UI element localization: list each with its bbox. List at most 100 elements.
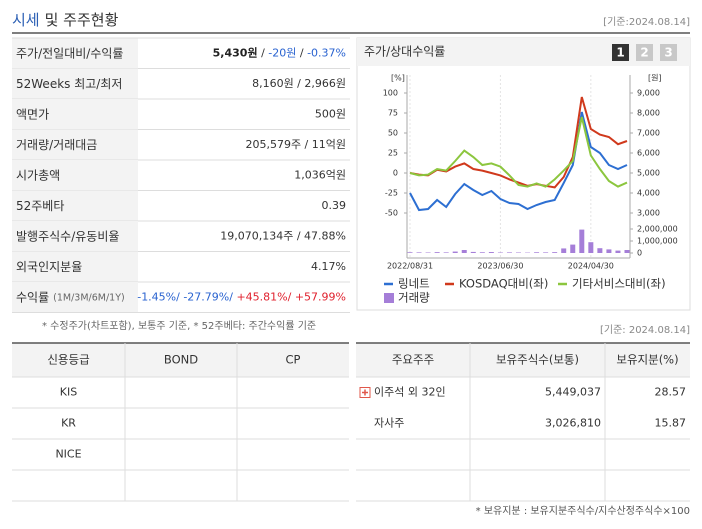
header-date: [기준:2024.08.14] — [603, 16, 690, 28]
y2-tick-label: 4,000 — [637, 189, 660, 198]
value-part: / — [296, 46, 307, 59]
credit-agency: KR — [61, 417, 76, 430]
tab-label[interactable]: 1 — [616, 46, 624, 60]
y3-tick-label: 0 — [637, 249, 642, 258]
volume-bar — [543, 252, 548, 253]
value-part: -0.37% — [307, 46, 346, 59]
volume-bar — [435, 252, 440, 253]
volume-bar — [625, 250, 630, 253]
tab-label[interactable]: 3 — [664, 46, 672, 60]
volume-bar — [570, 245, 575, 253]
legend-label: 링네트 — [398, 277, 430, 291]
row-value: 205,579주 / 11억원 — [245, 138, 346, 151]
column-header: 보유주식수(보통) — [496, 353, 579, 367]
volume-bar — [453, 252, 458, 253]
value-part: 500원 — [315, 107, 346, 120]
label-text: 52주베타 — [16, 198, 64, 212]
row-label: 52Weeks 최고/최저 — [16, 76, 122, 90]
label-text: 수익률 — [16, 290, 49, 304]
section-title: 시세 및 주주현황 — [12, 11, 119, 29]
row-label: 시가총액 — [16, 168, 60, 182]
holder-name: 자사주 — [374, 417, 404, 430]
volume-bar — [408, 252, 413, 253]
y3-tick-label: 2,000,000 — [637, 225, 678, 234]
table-note: * 보유지분 : 보유지분주식수/지수산정주식수×100 — [476, 505, 690, 517]
label-text: 주가/전일대비/수익률 — [16, 46, 123, 60]
row-label: 수익률 (1M/3M/6M/1Y) — [16, 290, 125, 304]
tab-label[interactable]: 2 — [640, 46, 648, 60]
column-header: 보유지분(%) — [616, 353, 678, 367]
volume-bar — [489, 252, 494, 253]
volume-bar — [561, 248, 566, 253]
label-text: 액면가 — [16, 107, 49, 121]
y-tick-label: 75 — [388, 109, 398, 118]
y-tick-label: 50 — [388, 129, 398, 138]
value-part: 205,579주 / 11억원 — [245, 138, 346, 151]
holder-ratio: 28.57 — [655, 386, 687, 399]
label-text: 발행주식수/유동비율 — [16, 228, 119, 243]
value-part: 19,070,134주 / 47.88% — [220, 229, 346, 242]
value-part: 5,430원 — [213, 45, 258, 59]
row-value: 0.39 — [322, 199, 347, 212]
volume-bar — [579, 230, 584, 253]
label-text: 시가총액 — [16, 168, 60, 182]
series-line — [410, 117, 627, 187]
value-part: +45.81%/ — [233, 290, 292, 303]
summary-note: * 수정주가(차트포함), 보통주 기준, * 52주베타: 주간수익률 기준 — [42, 320, 316, 332]
volume-bar — [471, 252, 476, 253]
row-label: 주가/전일대비/수익률 — [16, 46, 123, 60]
volume-bar — [597, 248, 602, 253]
y2-axis-label: [원] — [648, 74, 662, 83]
volume-bar — [507, 252, 512, 253]
y2-tick-label: 5,000 — [637, 169, 660, 178]
y3-tick-label: 1,000,000 — [637, 237, 678, 246]
legend-label: 거래량 — [398, 291, 430, 305]
column-header: CP — [286, 353, 301, 367]
label-text: 외국인지분율 — [16, 259, 82, 273]
value-part: 1,036억원 — [294, 168, 346, 181]
row-label: 액면가 — [16, 107, 49, 121]
volume-bar — [462, 250, 467, 253]
table-date: [기준: 2024.08.14] — [600, 324, 690, 336]
y-tick-label: -50 — [385, 209, 398, 218]
holder-name: 이주석 외 32인 — [374, 386, 446, 399]
column-header: BOND — [164, 353, 198, 367]
title-highlight: 시세 — [12, 11, 40, 29]
series-line — [410, 97, 627, 187]
x-tick-label: 2023/06/30 — [477, 262, 523, 271]
volume-bar — [552, 252, 557, 253]
y-tick-label: 25 — [388, 149, 398, 158]
row-label: 52주베타 — [16, 198, 64, 212]
title-rest: 및 주주현황 — [45, 11, 119, 29]
row-value: 1,036억원 — [294, 168, 346, 181]
value-part: / — [258, 46, 269, 59]
legend-swatch — [384, 293, 394, 303]
y2-tick-label: 8,000 — [637, 109, 660, 118]
row-value: 500원 — [315, 107, 346, 120]
credit-agency: KIS — [60, 386, 77, 399]
value-part: 4.17% — [311, 260, 346, 273]
row-value: 5,430원 / -20원 / -0.37% — [213, 45, 346, 59]
y2-tick-label: 6,000 — [637, 149, 660, 158]
volume-bar — [417, 252, 422, 253]
value-part: -20원 — [268, 46, 296, 59]
x-tick-label: 2022/08/31 — [387, 262, 433, 271]
label-note: (1M/3M/6M/1Y) — [53, 292, 125, 303]
row-label: 외국인지분율 — [16, 259, 82, 273]
legend-label: KOSDAQ대비(좌) — [459, 277, 548, 291]
volume-bar — [480, 252, 485, 253]
row-value: 19,070,134주 / 47.88% — [220, 229, 346, 242]
column-header: 신용등급 — [47, 353, 89, 367]
y-tick-label: 100 — [383, 89, 398, 98]
row-value: 4.17% — [311, 260, 346, 273]
volume-bar — [588, 242, 593, 253]
holder-shares: 5,449,037 — [545, 386, 601, 399]
credit-agency: NICE — [55, 448, 81, 461]
label-text: 거래량/거래대금 — [16, 137, 97, 151]
y2-tick-label: 9,000 — [637, 89, 660, 98]
row-label: 거래량/거래대금 — [16, 137, 97, 151]
y2-tick-label: 3,000 — [637, 209, 660, 218]
volume-bar — [534, 252, 539, 253]
legend-label: 기타서비스대비(좌) — [572, 277, 666, 291]
